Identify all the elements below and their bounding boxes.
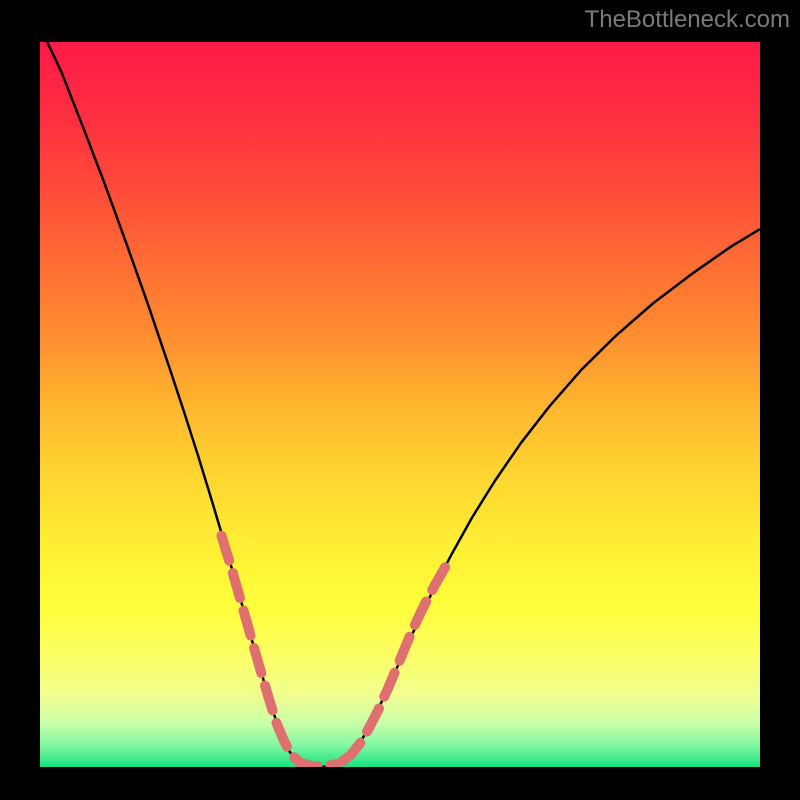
watermark-text: TheBottleneck.com: [585, 6, 790, 34]
bottleneck-chart: [0, 0, 800, 800]
